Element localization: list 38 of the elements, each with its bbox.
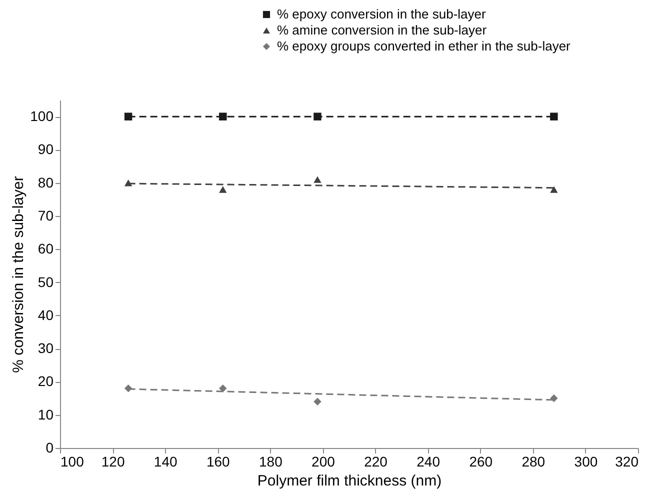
y-tick-label: 50 (38, 274, 54, 290)
x-tick-label: 200 (312, 454, 336, 470)
point (219, 384, 227, 392)
point (550, 394, 558, 402)
x-tick-label: 280 (522, 454, 546, 470)
x-tick-label: 220 (364, 454, 388, 470)
x-tick-label: 300 (574, 454, 598, 470)
x-tick-label: 120 (101, 454, 125, 470)
point (314, 176, 322, 183)
point (314, 398, 322, 406)
y-axis-title: % conversion in the sub-layer (10, 176, 28, 373)
point (550, 112, 558, 120)
y-tick-label: 60 (38, 240, 54, 257)
x-tick-label: 260 (469, 454, 493, 470)
y-tick-label: 10 (38, 406, 54, 422)
y-tick-label: 80 (38, 174, 54, 190)
y-tick-label: 30 (38, 340, 54, 356)
x-tick-label: 100 (60, 454, 84, 470)
point (314, 112, 322, 120)
y-tick-label: 70 (38, 208, 54, 224)
point (550, 186, 558, 193)
legend-label: % epoxy conversion in the sub-layer (277, 6, 486, 22)
x-tick-label: 240 (416, 454, 440, 470)
y-tick-label: 90 (38, 141, 54, 158)
y-tick-label: 0 (46, 440, 54, 456)
legend-label: % epoxy groups converted in ether in the sub-layer (277, 38, 572, 54)
point (219, 112, 227, 120)
point (219, 186, 227, 193)
y-tick-label: 40 (38, 306, 54, 323)
x-tick-label: 180 (259, 454, 283, 470)
x-tick-label: 320 (615, 454, 639, 470)
legend-label: % amine conversion in the sub-layer (277, 22, 488, 38)
x-tick-label: 160 (206, 454, 230, 470)
x-tick-label: 140 (154, 454, 178, 470)
x-axis-title: Polymer film thickness (nm) (257, 472, 442, 490)
point (124, 112, 132, 120)
y-tick-label: 20 (38, 373, 54, 390)
y-tick-label: 100 (30, 108, 54, 124)
